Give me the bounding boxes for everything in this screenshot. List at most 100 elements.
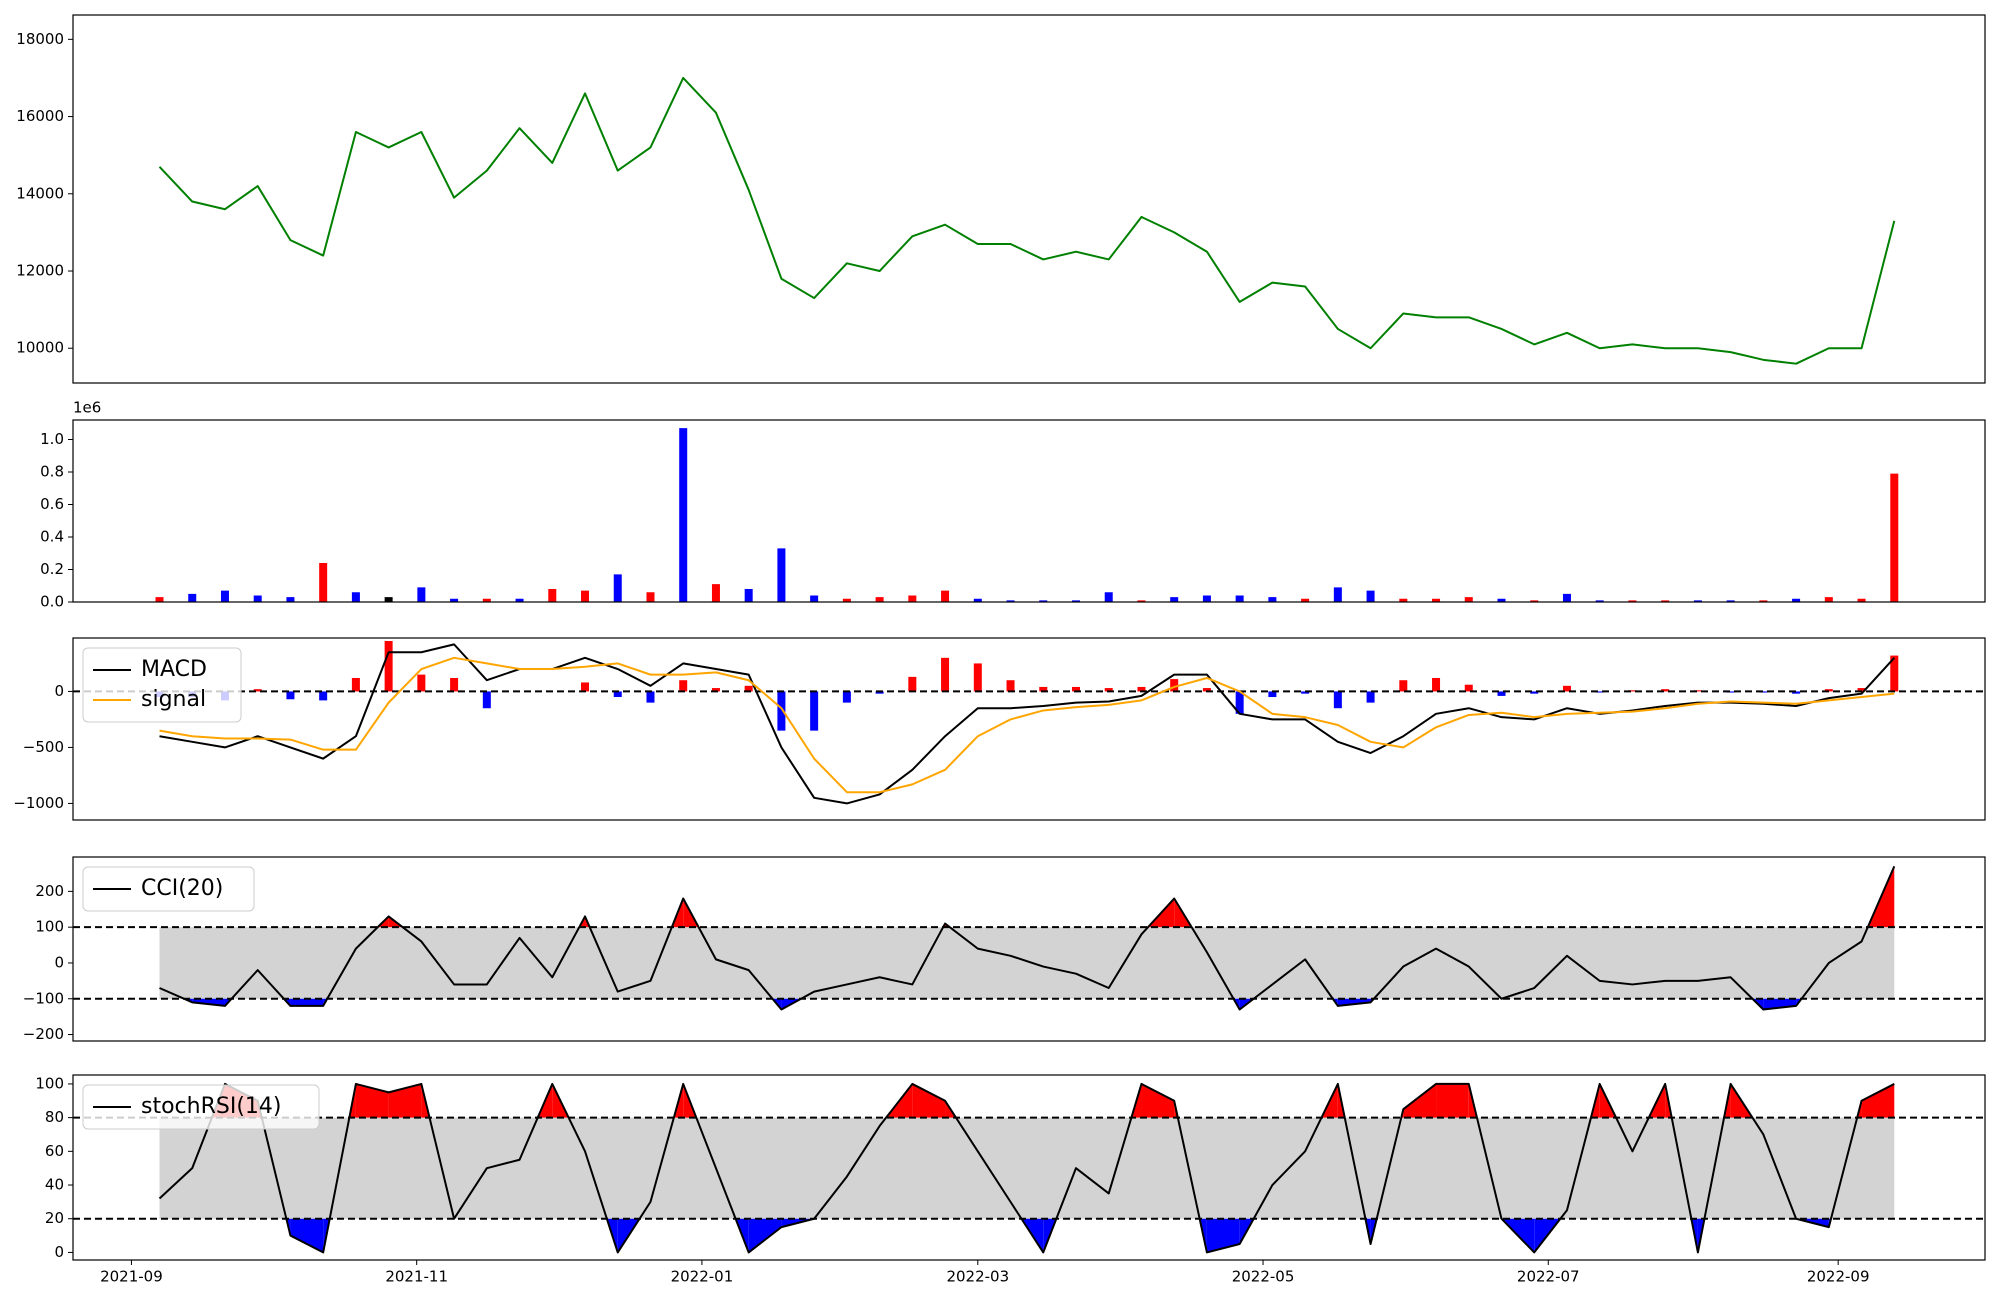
histogram-bar	[1562, 685, 1571, 692]
histogram-bar	[1759, 691, 1768, 693]
histogram-bar	[286, 691, 295, 700]
histogram-bar	[1039, 686, 1048, 692]
y-tick-label: 18000	[16, 30, 64, 48]
panel: −1000 −500 0 MACD signal	[13, 637, 1986, 821]
volume-bar	[1268, 597, 1277, 602]
histogram-bar	[1137, 686, 1146, 692]
y-tick-label: 0	[54, 682, 64, 700]
line	[159, 865, 1896, 1011]
y-tick-label: −1000	[13, 794, 64, 812]
y-tick-label: 0.8	[40, 463, 64, 481]
histogram-bar	[253, 689, 262, 692]
y-tick-label: 1.0	[40, 430, 64, 448]
volume-bar	[1759, 600, 1768, 602]
histogram-bar	[1202, 688, 1211, 692]
threshold-fill	[748, 1218, 782, 1253]
histogram-bar	[581, 682, 590, 692]
volume-bar	[1693, 600, 1702, 602]
histogram-bar	[908, 676, 917, 692]
threshold-fill	[1206, 1218, 1240, 1253]
histogram-bar	[1464, 684, 1473, 692]
volume-bar	[1661, 600, 1670, 602]
volume-bar	[679, 428, 688, 602]
volume-bar	[581, 590, 590, 602]
volume-bar	[1890, 473, 1899, 602]
y-tick-label: 0.2	[40, 560, 64, 578]
x-tick-label: 2022-05	[1232, 1268, 1295, 1286]
histogram-bar	[1268, 691, 1277, 698]
volume-bar	[253, 595, 262, 602]
y-tick-label: 80	[45, 1108, 64, 1126]
x-tick-label: 2021-11	[385, 1268, 448, 1286]
histogram-bar	[384, 641, 393, 692]
histogram-bar	[679, 680, 688, 692]
axis-offset-label: 1e6	[73, 399, 101, 417]
volume-bar	[1104, 592, 1113, 602]
threshold-fill	[1763, 998, 1797, 1010]
line	[158, 76, 1896, 365]
legend-label: CCI(20)	[141, 876, 223, 901]
axes-frame	[72, 637, 1986, 821]
volume-bar	[1530, 600, 1539, 602]
x-tick-label: 2022-03	[946, 1268, 1009, 1286]
x-tick-label: 2022-07	[1517, 1268, 1580, 1286]
volume-bar	[711, 584, 720, 602]
volume-bar	[450, 598, 459, 602]
histogram-bar	[613, 691, 622, 698]
volume-bar	[613, 574, 622, 602]
x-tick-label: 2022-09	[1807, 1268, 1870, 1286]
volume-bar	[810, 595, 819, 602]
y-tick-label: 0	[54, 1243, 64, 1261]
volume-bar	[1235, 595, 1244, 602]
histogram-bar	[1399, 680, 1408, 692]
axes-frame	[72, 856, 1986, 1042]
line	[159, 656, 1895, 794]
volume-bar	[286, 597, 295, 602]
histogram-bar	[973, 663, 982, 692]
histogram-bar	[1301, 691, 1310, 694]
threshold-fill	[355, 1083, 389, 1118]
histogram-bar	[1726, 691, 1735, 693]
y-tick-label: 0.4	[40, 528, 64, 546]
histogram-bar	[1071, 686, 1080, 692]
volume-bar	[417, 587, 426, 602]
threshold-fill	[1436, 1083, 1469, 1118]
volume-bar	[1464, 597, 1473, 602]
axes-frame	[72, 419, 1986, 603]
y-tick-label: 60	[45, 1142, 64, 1160]
volume-bar	[1824, 597, 1833, 602]
volume-bar	[548, 589, 557, 602]
histogram-bar	[941, 657, 950, 692]
y-tick-label: 40	[45, 1176, 64, 1194]
volume-bar	[1497, 598, 1506, 602]
histogram-bar	[319, 691, 328, 701]
histogram-bar	[1792, 691, 1801, 694]
histogram-bar	[450, 677, 459, 692]
y-tick-label: 14000	[16, 184, 64, 202]
histogram-bar	[842, 691, 851, 703]
threshold-fill	[912, 1083, 946, 1118]
x-tick-label: 2021-09	[100, 1268, 163, 1286]
volume-bar	[1006, 600, 1015, 602]
y-tick-label: 20	[45, 1209, 64, 1227]
panel: 10000 12000 14000 16000 18000	[16, 14, 1986, 384]
volume-bar	[941, 590, 950, 602]
histogram-bar	[711, 688, 720, 692]
histogram-bar	[1530, 691, 1539, 694]
legend-label: MACD	[141, 657, 207, 682]
y-tick-label: 100	[35, 918, 64, 936]
y-tick-label: −200	[23, 1025, 64, 1043]
y-tick-label: 0.0	[40, 593, 64, 611]
volume-bar	[351, 592, 360, 602]
volume-bar	[1137, 600, 1146, 602]
panel: −200 −100 0 100 200 CCI(20)	[23, 856, 1986, 1043]
volume-bar	[1792, 598, 1801, 602]
line	[159, 643, 1896, 805]
volume-bar	[1628, 600, 1637, 602]
y-tick-label: −500	[23, 738, 64, 756]
y-tick-label: 100	[35, 1074, 64, 1092]
line	[158, 1082, 1895, 1254]
legend-label: signal	[141, 687, 206, 712]
volume-bar	[1857, 598, 1866, 602]
